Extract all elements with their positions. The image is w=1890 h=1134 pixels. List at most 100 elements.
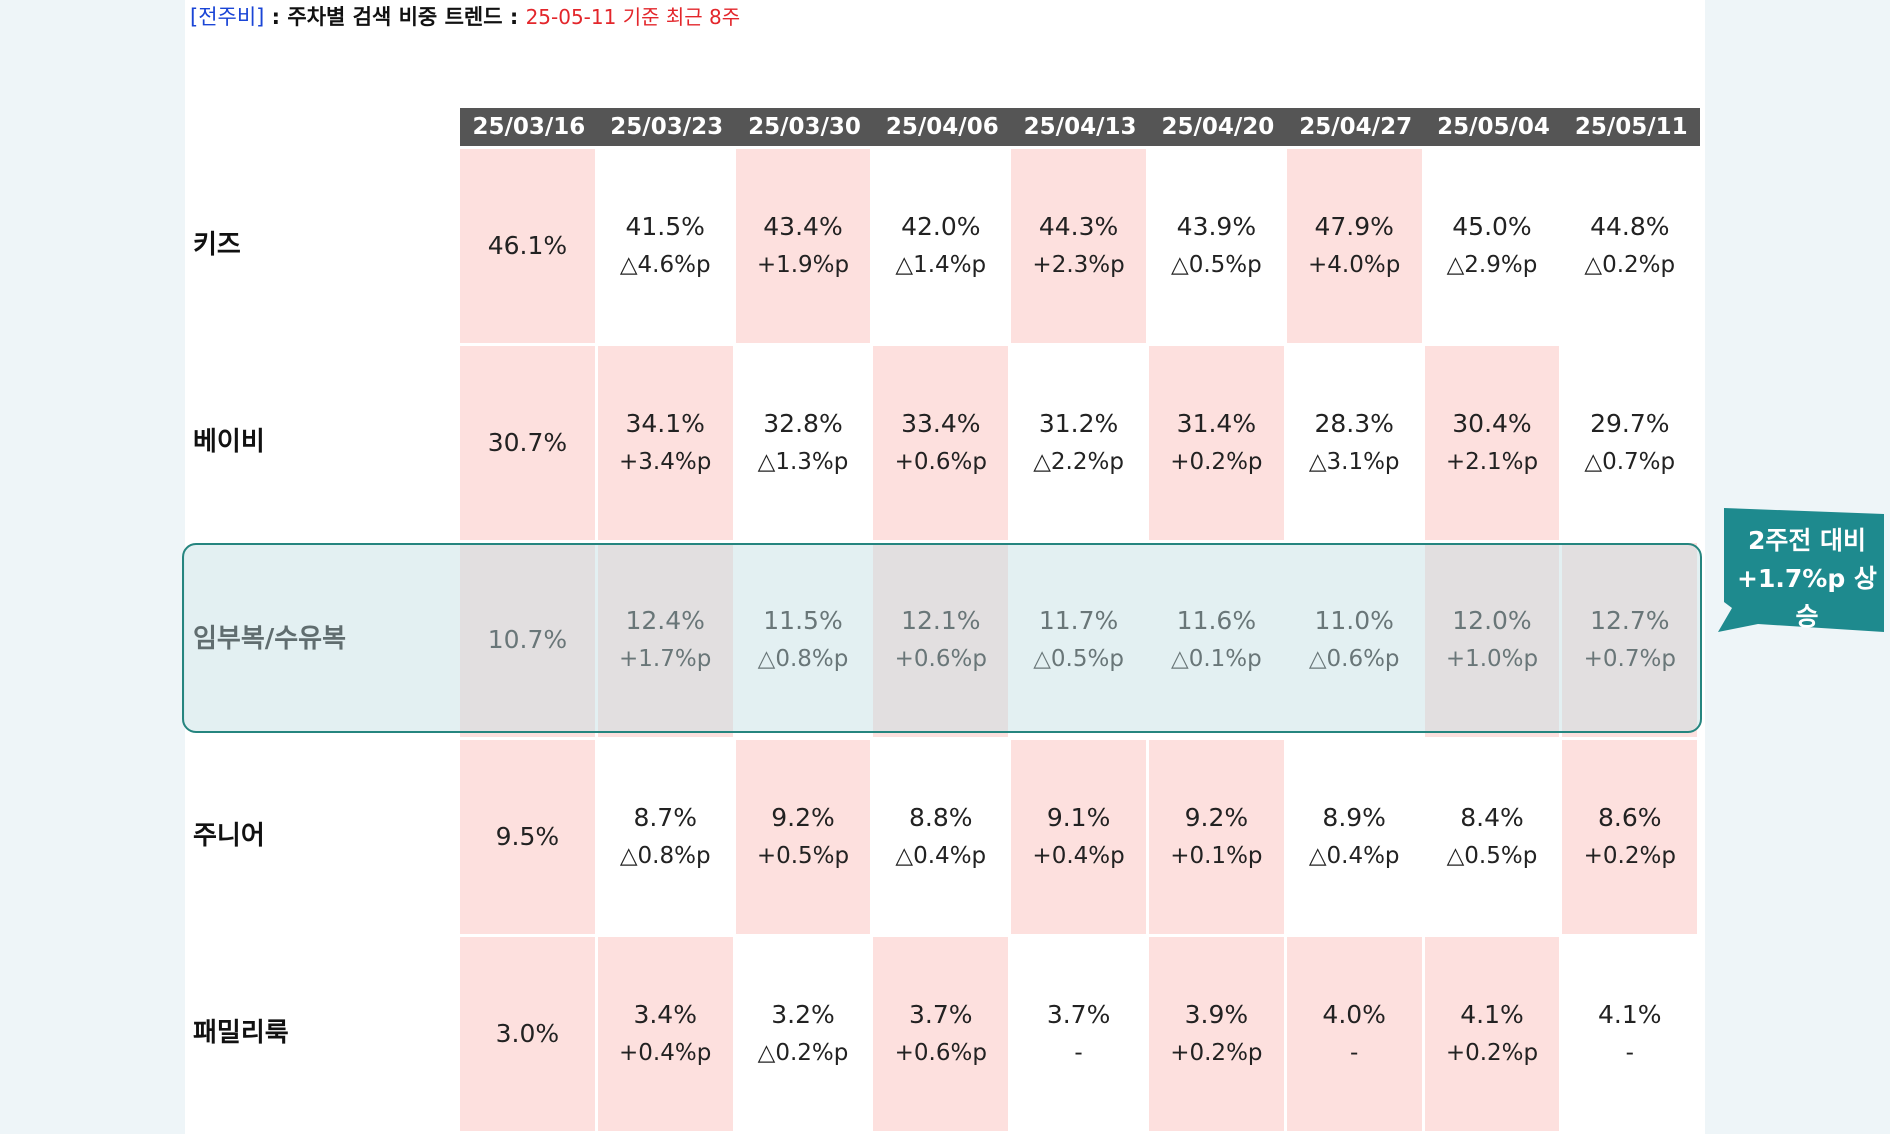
- table-cell: 32.8% △1.3%p: [735, 343, 874, 540]
- cell-change: +4.0%p: [1308, 252, 1401, 278]
- title-tag: [전주비]: [190, 5, 265, 29]
- cell-value: 30.4%: [1452, 409, 1532, 438]
- date-header-cell: 25/04/20: [1161, 114, 1275, 140]
- cell-value: 12.1%: [901, 606, 981, 635]
- cell-value: 11.7%: [1038, 606, 1119, 635]
- cell-change: +2.3%p: [1032, 252, 1125, 278]
- cell-value: 11.0%: [1314, 606, 1394, 635]
- table-row: 46.1% 41.5% △4.6%p 43.4% +1.9%p 42.0% △1.4%p 44…: [460, 146, 1701, 343]
- table-cell: 29.7% △0.7%p: [1562, 343, 1701, 540]
- row-label: 베이비: [193, 426, 265, 457]
- cell-value: 8.7%: [633, 803, 697, 832]
- table-cell: 11.6% △0.1%p: [1148, 540, 1287, 737]
- table-cell: 43.4% +1.9%p: [735, 146, 874, 343]
- table-cell: 41.5% △4.6%p: [597, 146, 736, 343]
- date-header-cell: 25/03/30: [748, 114, 861, 140]
- date-header-cell: 25/03/23: [610, 114, 724, 140]
- table-cell: 45.0% △2.9%p: [1424, 146, 1563, 343]
- cell-change: +0.2%p: [1445, 1040, 1539, 1066]
- cell-value: 12.0%: [1452, 606, 1532, 635]
- table-cell: 8.7% △0.8%p: [597, 737, 736, 934]
- cell-value: 44.8%: [1590, 212, 1670, 241]
- cell-change: +1.9%p: [756, 252, 850, 278]
- table-cell: 3.0%: [460, 934, 598, 1131]
- table-cell: 4.1% -: [1562, 934, 1701, 1131]
- table-cell: 9.2% +0.5%p: [735, 737, 874, 934]
- cell-change: +0.1%p: [1170, 843, 1263, 869]
- table-cell: 3.9% +0.2%p: [1148, 934, 1287, 1131]
- cell-change: △0.8%p: [619, 843, 711, 869]
- cell-value: 43.9%: [1176, 212, 1257, 241]
- cell-value: 3.2%: [771, 1000, 835, 1029]
- cell-value: 33.4%: [901, 409, 981, 438]
- cell-change: △0.4%p: [1308, 843, 1400, 869]
- row-label: 임부복/수유복: [193, 623, 347, 654]
- title-separator: :: [264, 5, 288, 29]
- cell-change: +1.7%p: [619, 646, 712, 672]
- cell-change: -: [1625, 1040, 1634, 1066]
- table-row: 10.7% 12.4% +1.7%p 11.5% △0.8%p 12.1% +0.6%p 11…: [460, 540, 1701, 737]
- table-cell: 46.1%: [460, 146, 598, 343]
- cell-value: 29.7%: [1590, 409, 1670, 438]
- cell-value: 31.4%: [1176, 409, 1257, 438]
- table-row: 30.7% 34.1% +3.4%p 32.8% △1.3%p 33.4% +0.6%p 31…: [460, 343, 1701, 540]
- cell-change: +0.5%p: [756, 843, 850, 869]
- cell-change: +0.6%p: [894, 1040, 987, 1066]
- table-cell: 9.2% +0.1%p: [1148, 737, 1287, 934]
- cell-value: 12.4%: [625, 606, 705, 635]
- cell-change: +0.2%p: [1583, 843, 1676, 869]
- trend-table: 25/03/16 25/03/23 25/03/30 25/04/06 25/04/13…: [460, 108, 1701, 1131]
- date-header-cell: 25/05/11: [1574, 114, 1688, 140]
- cell-change: △0.5%p: [1033, 646, 1124, 672]
- table-body: 46.1% 41.5% △4.6%p 43.4% +1.9%p 42.0% △1.4%p 44…: [460, 146, 1701, 1131]
- cell-change: +0.2%p: [1170, 449, 1263, 475]
- cell-change: +0.6%p: [894, 646, 987, 672]
- page-title: [전주비] : 주차별 검색 비중 트렌드 : 25-05-11 기준 최근 8…: [190, 2, 740, 32]
- table-cell: 11.7% △0.5%p: [1011, 540, 1149, 737]
- cell-value: 32.8%: [763, 409, 843, 438]
- cell-change: △0.1%p: [1171, 646, 1262, 672]
- table-cell: 34.1% +3.4%p: [597, 343, 736, 540]
- cell-change: △0.8%p: [757, 646, 849, 672]
- table-row: 9.5% 8.7% △0.8%p 9.2% +0.5%p 8.8% △0.4%p 9.1% +0…: [460, 737, 1701, 934]
- cell-change: △1.3%p: [757, 449, 849, 475]
- table-cell: 44.3% +2.3%p: [1011, 146, 1149, 343]
- table-cell: 11.5% △0.8%p: [735, 540, 874, 737]
- title-separator-2: :: [502, 5, 526, 29]
- cell-value: 3.0%: [495, 1019, 560, 1048]
- table-cell: 28.3% △3.1%p: [1286, 343, 1425, 540]
- table-cell: 8.4% △0.5%p: [1424, 737, 1563, 934]
- row-label: 주니어: [193, 820, 265, 851]
- table-cell: 8.8% △0.4%p: [873, 737, 1012, 934]
- table-cell: 31.2% △2.2%p: [1011, 343, 1149, 540]
- cell-value: 12.7%: [1590, 606, 1670, 635]
- cell-value: 4.1%: [1460, 1000, 1524, 1029]
- date-header-cell: 25/05/04: [1437, 114, 1550, 140]
- table-row: 3.0% 3.4% +0.4%p 3.2% △0.2%p 3.7% +0.6%p 3.7% -3…: [460, 934, 1701, 1131]
- table-cell: 3.7% -: [1011, 934, 1149, 1131]
- cell-value: 8.8%: [909, 803, 973, 832]
- cell-value: 8.4%: [1460, 803, 1524, 832]
- cell-change: +0.4%p: [1032, 843, 1125, 869]
- cell-change: +3.4%p: [619, 449, 712, 475]
- cell-value: 11.6%: [1176, 606, 1257, 635]
- table-cell: 43.9% △0.5%p: [1148, 146, 1287, 343]
- cell-change: △3.1%p: [1308, 449, 1400, 475]
- table-cell: 33.4% +0.6%p: [873, 343, 1012, 540]
- table-cell: 10.7%: [460, 540, 598, 737]
- cell-change: +2.1%p: [1445, 449, 1539, 475]
- cell-change: △0.4%p: [895, 843, 987, 869]
- cell-value: 31.2%: [1038, 409, 1119, 438]
- cell-change: +0.4%p: [619, 1040, 712, 1066]
- cell-change: △0.6%p: [1308, 646, 1400, 672]
- cell-value: 41.5%: [625, 212, 705, 241]
- title-text: 주차별 검색 비중 트렌드: [287, 5, 503, 29]
- cell-change: △0.7%p: [1584, 449, 1676, 475]
- title-note: 25-05-11 기준 최근 8주: [525, 5, 741, 29]
- table-cell: 11.0% △0.6%p: [1286, 540, 1425, 737]
- date-header-cell: 25/04/13: [1023, 114, 1137, 140]
- table-cell: 12.4% +1.7%p: [597, 540, 736, 737]
- table-cell: 9.5%: [460, 737, 598, 934]
- cell-change: -: [1074, 1040, 1083, 1066]
- cell-change: +0.6%p: [894, 449, 987, 475]
